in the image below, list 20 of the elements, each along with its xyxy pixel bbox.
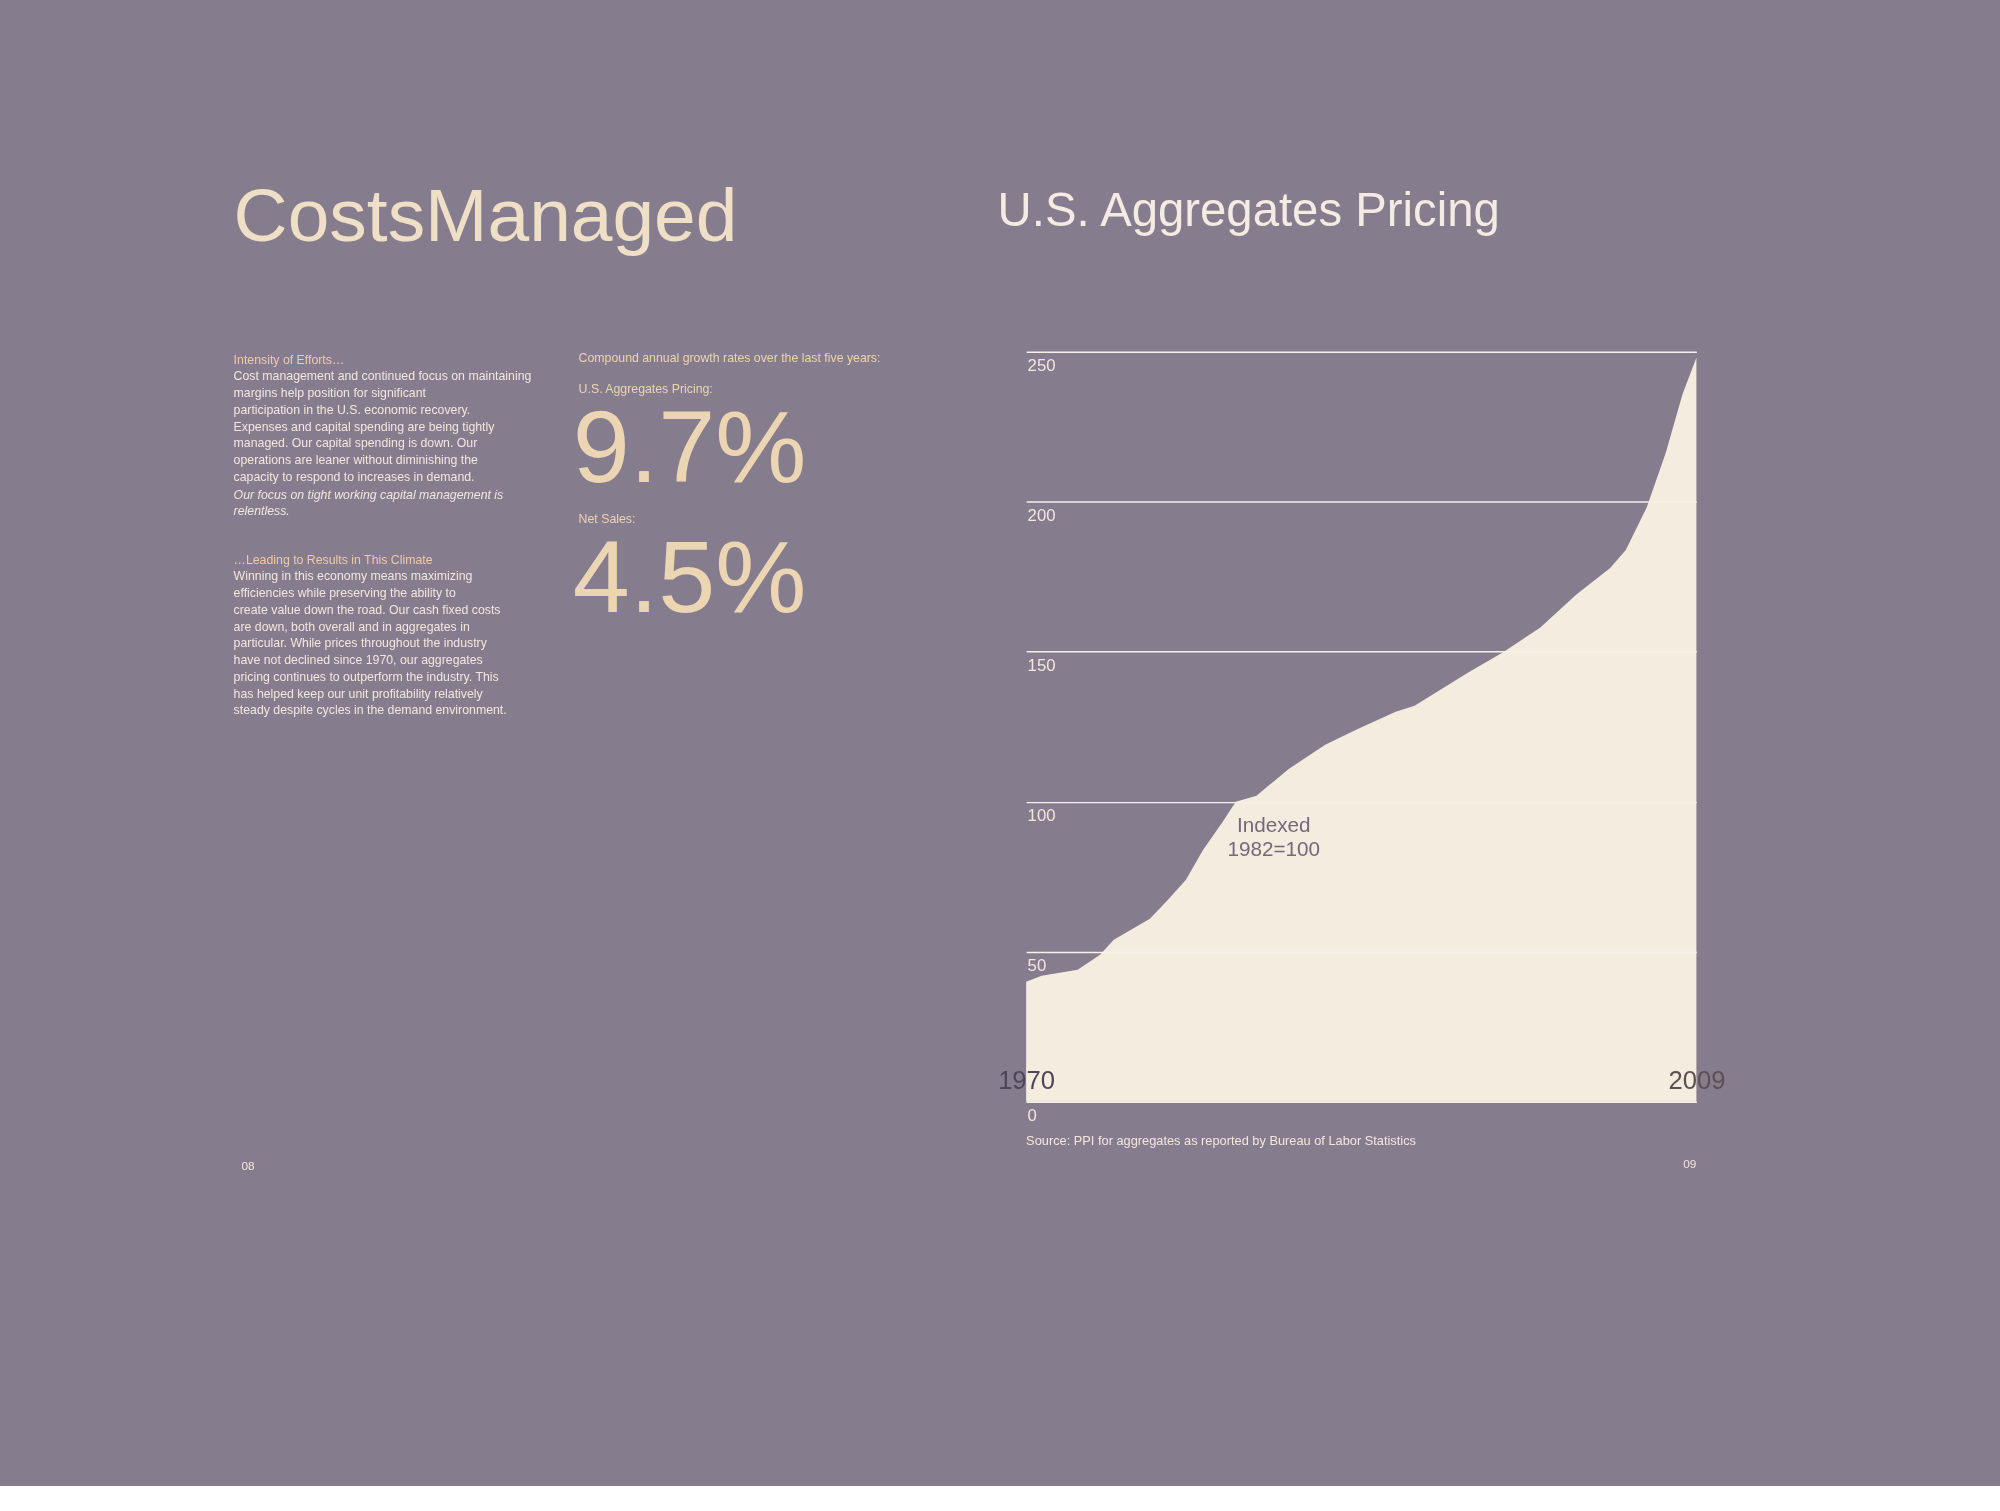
text: Cost management and continued focus on maintaining margins help position for significant participation in the U.S. economic recovery. Expenses and capital spending are being tightly managed. Our capital spending is down. Our operations are leaner without diminishing the capacity to respond to increases in demand. — [233, 369, 532, 484]
y-tick-label: 0 — [1027, 1106, 1037, 1126]
text: Compound annual growth rates over the last five years: — [578, 350, 881, 365]
y-tick-label: 50 — [1027, 955, 1047, 975]
text: 08 — [241, 1158, 256, 1173]
text: Intensity of Efforts… — [233, 352, 345, 367]
text: 09 — [1683, 1156, 1697, 1171]
y-tick-label: 150 — [1027, 655, 1056, 675]
chart-title: U.S. Aggregates Pricing — [997, 182, 1500, 236]
y-tick-label: 200 — [1027, 505, 1056, 525]
y-tick-label: 250 — [1027, 355, 1056, 375]
y-tick-label: 100 — [1027, 805, 1056, 825]
text: Winning in this economy means maximizing efficiencies while preserving the ability to create value down the road. Our cash fixed costs are down, both overall and in aggregates in particular. While prices throughout the industry have not declined since 1970, our aggregates pricing continues to outperform the industry. This has helped keep our unit profitability relatively steady despite cycles in the demand environment. — [233, 569, 507, 718]
source-note: Source: PPI for aggregates as reported by Bureau of Labor Statistics — [1026, 1133, 1416, 1149]
text: Net Sales: — [578, 512, 636, 527]
text: U.S. Aggregates Pricing: — [578, 382, 713, 397]
text: Our focus on tight working capital management is relentless. — [233, 487, 504, 519]
text: …Leading to Results in This Climate — [233, 552, 433, 567]
text: CostsManaged — [233, 173, 738, 258]
annotation: Indexed 1982=100 — [1227, 813, 1321, 860]
